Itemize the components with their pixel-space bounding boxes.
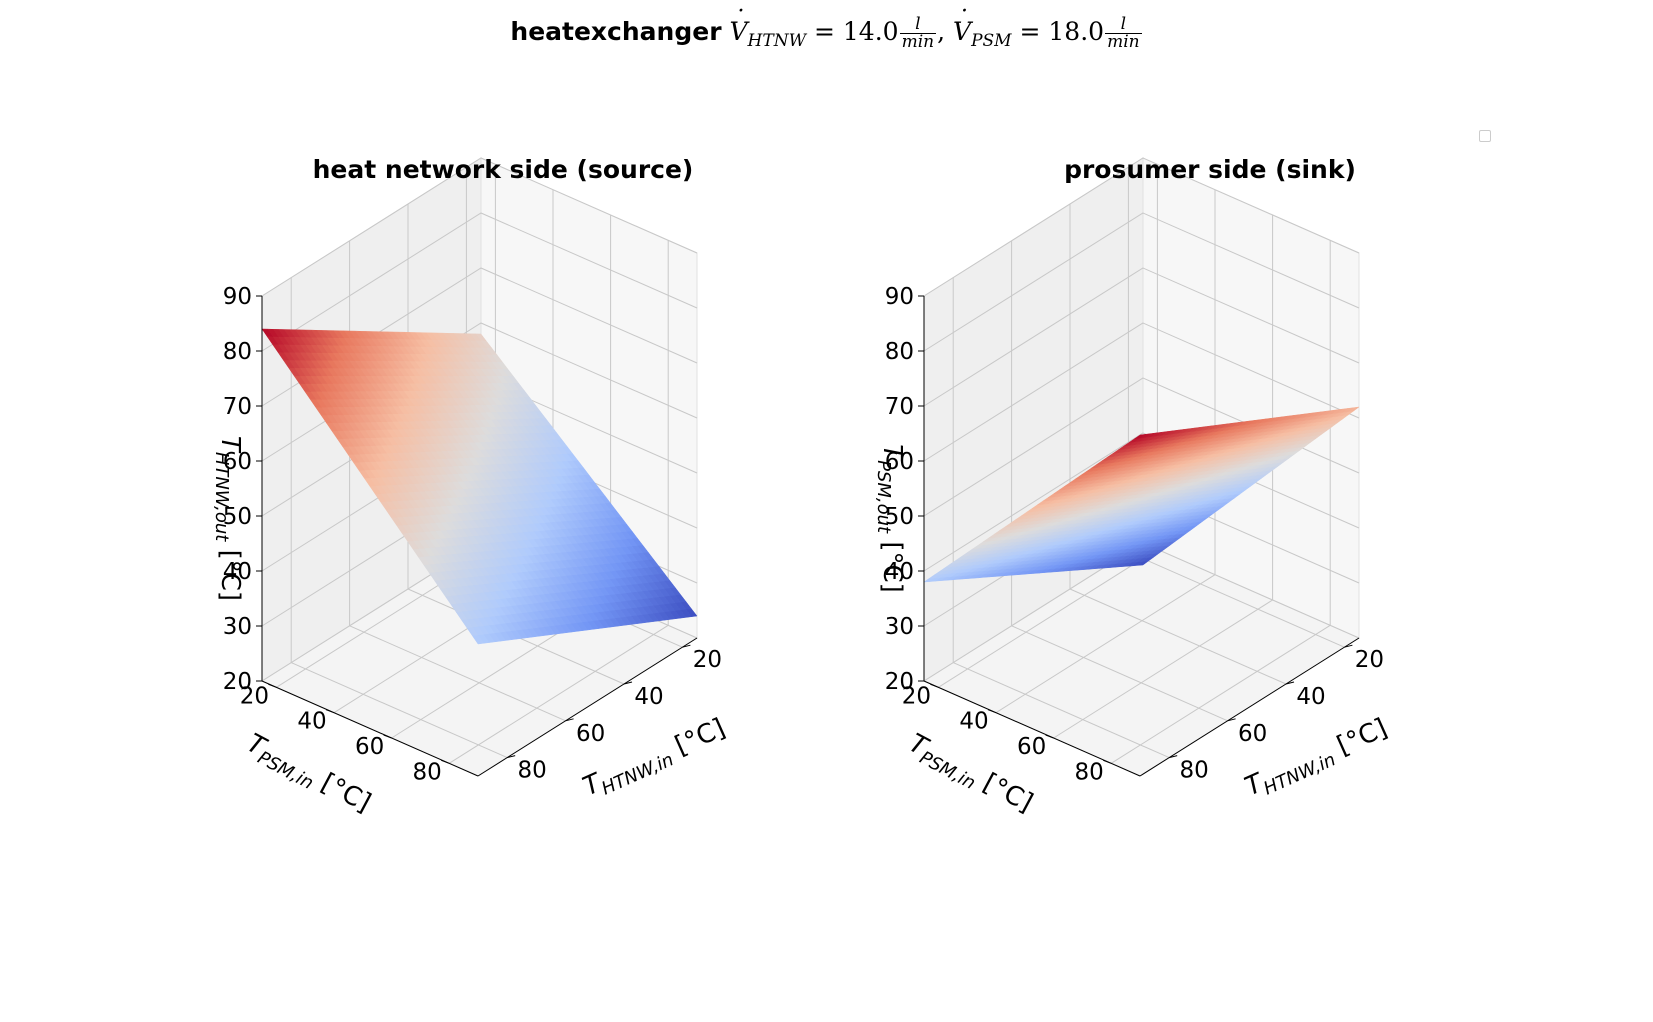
z-tick-label: 90 xyxy=(223,284,252,310)
x-tick-label: 60 xyxy=(1238,721,1267,747)
y-tick-label: 20 xyxy=(902,683,931,709)
y-tick-label: 80 xyxy=(1075,759,1104,785)
x-tick xyxy=(1344,644,1353,648)
y-tick xyxy=(325,709,335,714)
flow-value-psm: = 18.0 xyxy=(1011,17,1105,46)
y-tick xyxy=(930,683,939,688)
z-tick-label: 30 xyxy=(223,614,252,640)
z-tick-label: 30 xyxy=(885,614,914,640)
x-tick-label: 60 xyxy=(576,721,605,747)
y-tick xyxy=(1103,759,1112,764)
x-tick xyxy=(1227,718,1236,722)
z-tick-label: 40 xyxy=(885,559,914,585)
y-tick-label: 40 xyxy=(959,709,988,735)
z-tick-label: 60 xyxy=(885,449,914,475)
y-tick-label: 60 xyxy=(355,734,384,760)
z-tick-label: 70 xyxy=(223,394,252,420)
unit-num-2: l xyxy=(1105,16,1142,34)
flow-sub-psm: PSM xyxy=(971,31,1012,51)
y-tick xyxy=(987,709,997,714)
y-tick-label: 20 xyxy=(240,683,269,709)
x-tick xyxy=(623,681,633,685)
z-axis-label: THTNW,out [°C] xyxy=(211,436,245,601)
z-axis-label: TPSM,out [°C] xyxy=(873,444,907,593)
subplot-title: heat network side (source) xyxy=(313,155,694,184)
y-tick xyxy=(383,734,392,739)
flow-symbol-htnw: V xyxy=(729,0,747,46)
z-tick-label: 80 xyxy=(885,339,914,365)
grid-line-z xyxy=(261,157,698,297)
x-tick xyxy=(1169,755,1178,759)
grid-line-z xyxy=(923,157,1360,297)
grid-line-z xyxy=(923,212,1360,352)
x-tick xyxy=(682,644,691,648)
z-tick-label: 20 xyxy=(885,669,914,695)
legend-box xyxy=(1479,130,1491,142)
y-tick-label: 40 xyxy=(297,709,326,735)
subplot-1: 20406080204060802030405060708090THTNW,in… xyxy=(211,155,730,819)
surface xyxy=(923,406,1360,583)
z-tick-label: 80 xyxy=(223,339,252,365)
z-tick-label: 40 xyxy=(223,559,252,585)
x-tick xyxy=(1285,681,1295,685)
flow-value-htnw: = 14.0 xyxy=(806,17,899,46)
x-tick xyxy=(565,718,574,722)
y-tick xyxy=(268,683,277,688)
x-tick xyxy=(507,755,516,759)
unit-den-1: min xyxy=(901,32,935,52)
z-tick-label: 50 xyxy=(223,504,252,530)
x-tick-label: 80 xyxy=(1180,758,1209,784)
x-tick-label: 80 xyxy=(518,758,547,784)
unit-fraction-1: l min xyxy=(899,16,937,52)
x-tick-label: 20 xyxy=(693,647,722,673)
z-tick-label: 20 xyxy=(223,669,252,695)
y-tick xyxy=(441,759,450,764)
flow-symbol-psm: V xyxy=(953,0,971,46)
y-tick xyxy=(1045,734,1054,739)
z-tick-label: 60 xyxy=(223,449,252,475)
x-axis-line xyxy=(1139,637,1360,777)
suptitle-separator: , xyxy=(937,17,953,46)
x-axis-line xyxy=(477,637,698,777)
x-tick-label: 40 xyxy=(1296,684,1325,710)
y-tick-label: 80 xyxy=(413,759,442,785)
grid-line-z xyxy=(923,432,1360,572)
unit-den-2: min xyxy=(1107,32,1140,52)
y-tick-label: 60 xyxy=(1017,734,1046,760)
suptitle-bold: heatexchanger xyxy=(510,17,722,46)
z-tick-label: 70 xyxy=(885,394,914,420)
subplot-title: prosumer side (sink) xyxy=(1064,155,1356,184)
z-tick-label: 50 xyxy=(885,504,914,530)
unit-num-1: l xyxy=(899,16,937,34)
x-tick-label: 40 xyxy=(634,684,663,710)
flow-sub-htnw: HTNW xyxy=(747,31,807,51)
grid-line-z xyxy=(923,322,1360,462)
grid-line-z xyxy=(261,212,698,352)
x-tick-label: 20 xyxy=(1355,647,1384,673)
z-tick-label: 90 xyxy=(885,284,914,310)
grid-line-z xyxy=(923,267,1360,407)
surface xyxy=(261,328,698,645)
subplot-2: 20406080204060802030405060708090THTNW,in… xyxy=(873,155,1392,819)
unit-fraction-2: l min xyxy=(1105,16,1142,51)
